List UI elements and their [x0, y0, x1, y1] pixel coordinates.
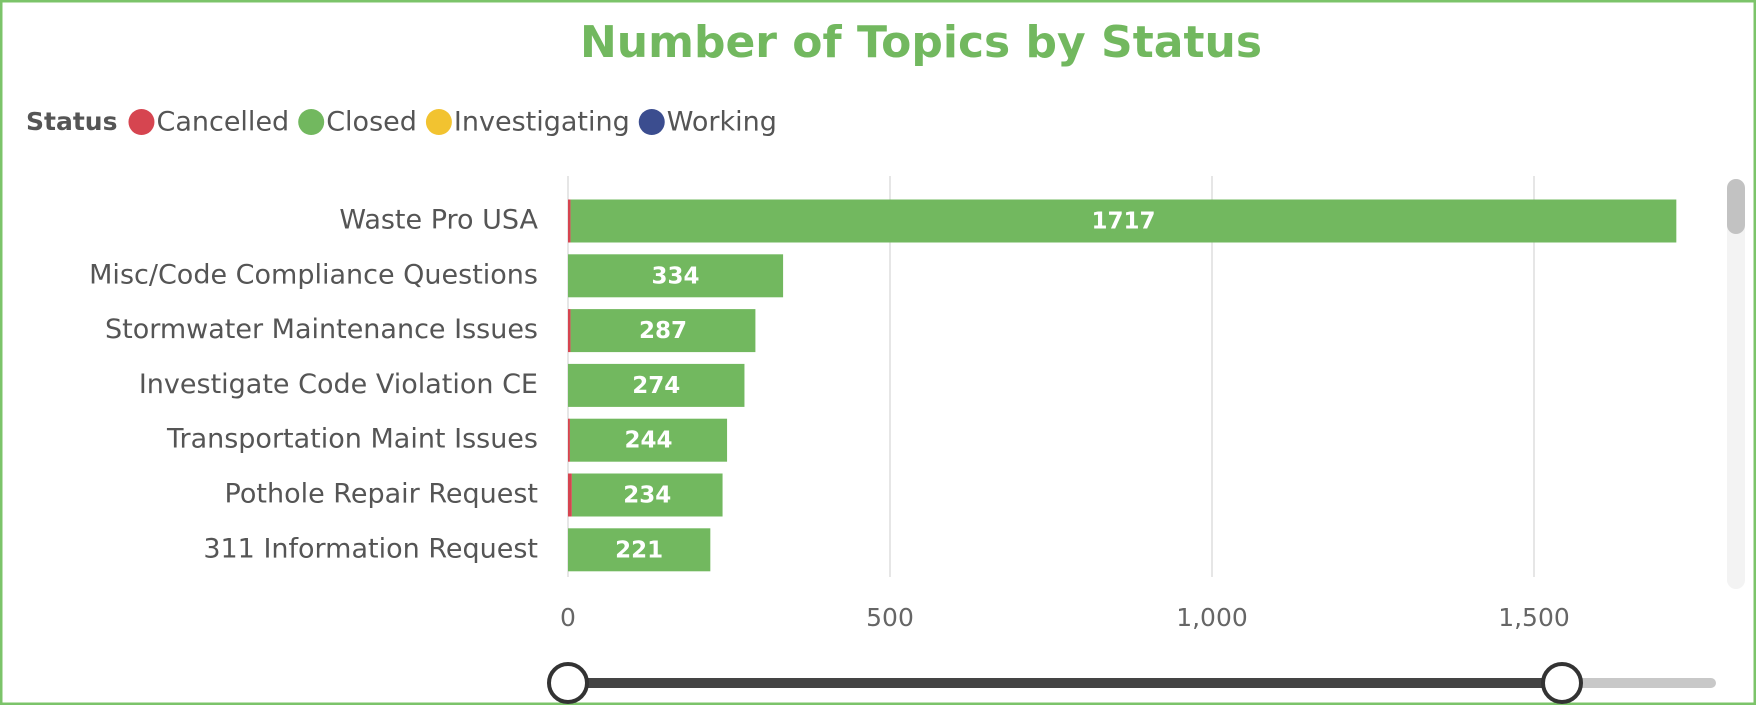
data-label: 274 — [632, 373, 680, 399]
bar-segment — [568, 473, 572, 517]
bar-segment — [568, 418, 570, 462]
chart-title: Number of Topics by Status — [580, 17, 1262, 68]
bar-segment — [570, 309, 756, 353]
y-tick-label: 311 Information Request — [203, 533, 538, 564]
bar-segment — [568, 309, 571, 353]
legend-label: Investigating — [454, 107, 630, 138]
legend-swatch — [638, 109, 665, 135]
x-tick-label: 0 — [560, 603, 576, 632]
bar-segment — [568, 363, 745, 407]
bar-segment — [569, 418, 728, 462]
x-tick-label: 500 — [866, 603, 914, 632]
bar-segment — [568, 199, 571, 243]
y-tick-label: Investigate Code Violation CE — [139, 369, 538, 400]
data-label: 334 — [652, 263, 700, 289]
legend-label: Working — [667, 107, 777, 138]
y-tick-label: Misc/Code Compliance Questions — [89, 259, 538, 290]
x-tick-label: 1,500 — [1498, 603, 1570, 632]
scrollbar[interactable] — [1727, 179, 1745, 589]
data-label: 244 — [624, 428, 672, 454]
data-label: 1717 — [1091, 209, 1155, 235]
range-slider[interactable] — [547, 662, 1716, 704]
legend-label: Closed — [326, 107, 417, 138]
y-tick-label: Transportation Maint Issues — [166, 424, 538, 455]
scroll-track — [1727, 179, 1745, 589]
bar-segment — [570, 199, 1677, 243]
bar-segment — [568, 254, 784, 298]
legend-swatch — [298, 109, 325, 135]
data-label: 287 — [639, 318, 687, 344]
legend-title: Status — [26, 107, 117, 136]
scroll-thumb[interactable] — [1727, 179, 1745, 234]
slider-handle[interactable] — [1541, 662, 1583, 704]
bar-segment — [568, 528, 711, 572]
slider-handle[interactable] — [547, 662, 589, 704]
legend-swatch — [425, 109, 452, 135]
data-label: 234 — [623, 483, 671, 509]
legend-label: Cancelled — [156, 107, 289, 138]
x-tick-label: 1,000 — [1176, 603, 1248, 632]
y-tick-label: Waste Pro USA — [339, 205, 538, 236]
bar-segment — [571, 473, 723, 517]
y-tick-label: Pothole Repair Request — [225, 479, 538, 510]
data-label: 221 — [615, 537, 663, 563]
y-tick-label: Stormwater Maintenance Issues — [105, 314, 538, 345]
legend-swatch — [128, 109, 155, 135]
